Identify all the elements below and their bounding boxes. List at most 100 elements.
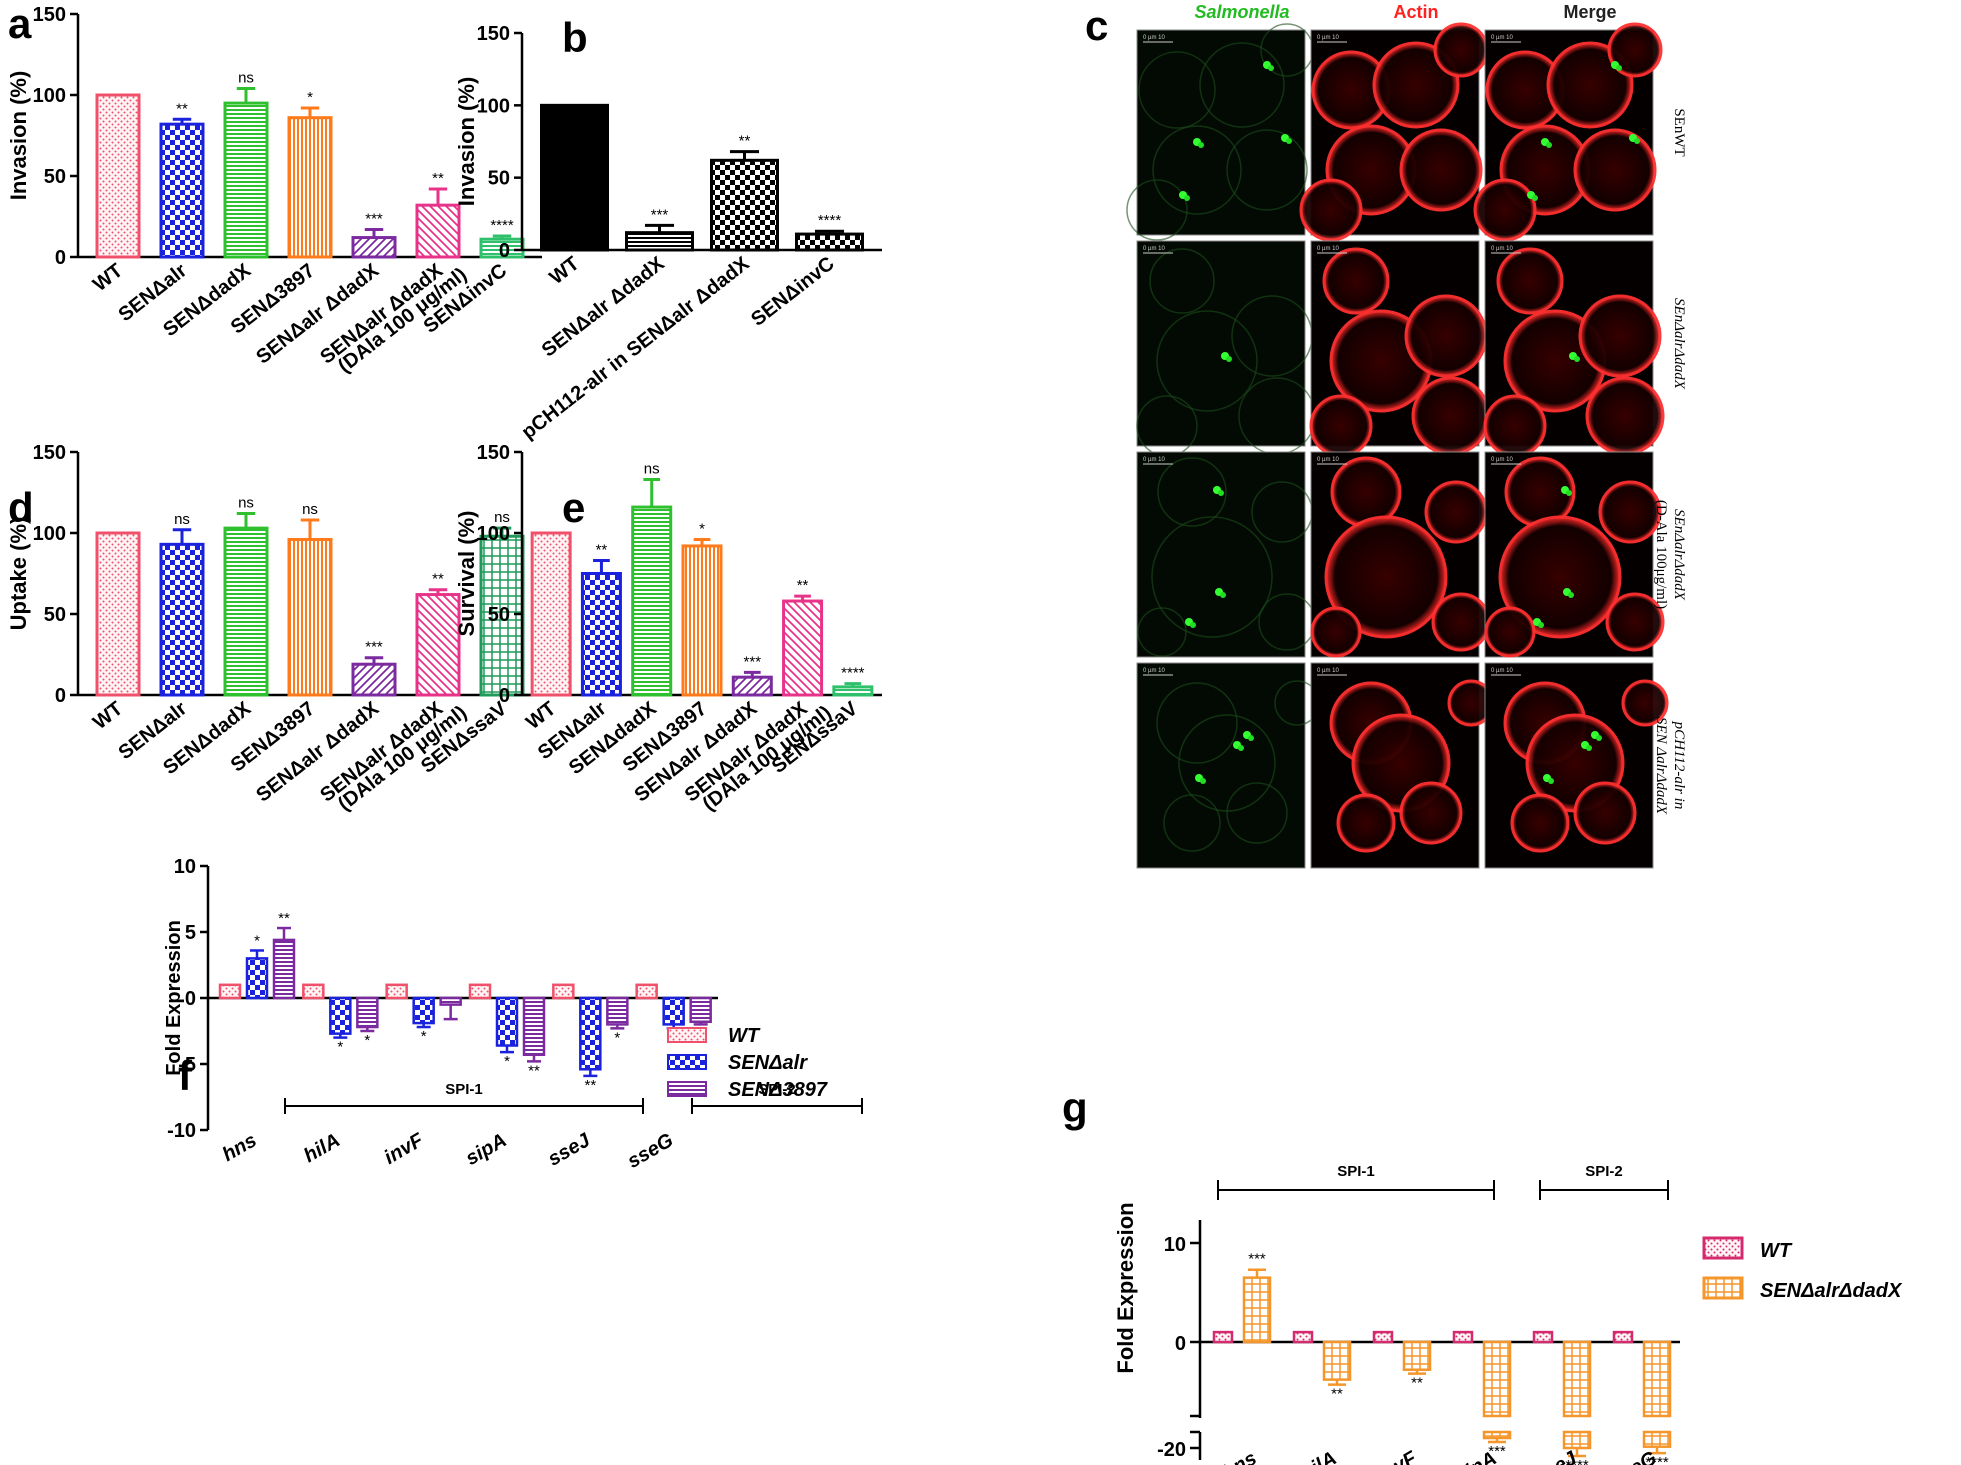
micro-tile-r1-actin: 0 µm 10 — [1299, 22, 1489, 242]
micro-tile-r3-salmonella: 0 µm 10 — [1136, 451, 1316, 658]
significance-label: ns — [644, 461, 660, 478]
x-tick-label: invF — [1374, 1447, 1421, 1465]
micro-tile-r1-salmonella: 0 µm 10 — [1126, 23, 1314, 241]
bar — [1322, 1340, 1352, 1381]
bacteria-spot — [1218, 490, 1224, 496]
y-axis-title: Invasion (%) — [454, 77, 479, 207]
bar — [329, 996, 352, 1035]
bar — [579, 996, 602, 1071]
micro-tile-r1-merge: 0 µm 10 — [1473, 22, 1663, 242]
y-tick-label: 0 — [1175, 1333, 1186, 1355]
legend-swatch — [667, 1027, 707, 1043]
significance-label: ** — [278, 910, 290, 927]
bar — [795, 232, 864, 252]
panel-label-e: e — [562, 484, 585, 531]
y-axis-title: Fold Expression — [1113, 1202, 1138, 1373]
significance-label: ** — [1331, 1386, 1343, 1403]
y-tick-label: 0 — [499, 685, 510, 707]
y-tick-label: 150 — [33, 4, 66, 26]
panel-label-f: f — [178, 1052, 193, 1099]
legend-label: SENΔ3897 — [728, 1079, 828, 1101]
bacteria-spot — [1596, 735, 1602, 741]
significance-label: **** — [818, 212, 842, 229]
significance-label: * — [504, 1053, 510, 1070]
cell — [1431, 592, 1491, 652]
panel-label-d: d — [8, 484, 34, 531]
significance-label: * — [254, 932, 260, 949]
significance-label: ** — [584, 1077, 596, 1094]
chart-g-fold-expression: 10 0 -20 Fold Expression *** hns ** hilA ** invF *… — [1113, 1163, 1903, 1465]
panel-label-g: g — [1062, 1084, 1088, 1131]
cell — [1483, 394, 1547, 458]
scale-bar-label: 0 µm 10 — [1491, 668, 1513, 674]
significance-label: * — [364, 1032, 370, 1049]
legend-label: SENΔalr — [728, 1052, 808, 1074]
bar — [635, 983, 658, 1000]
cell — [1399, 781, 1463, 845]
bar — [1372, 1330, 1394, 1344]
significance-label: ** — [797, 577, 809, 594]
tile-background — [1136, 662, 1306, 869]
bar — [832, 685, 874, 697]
cell-outline — [1149, 248, 1215, 314]
legend-label: WT — [1760, 1240, 1793, 1262]
bacteria-spot — [1200, 778, 1206, 784]
cell-outline — [1157, 457, 1227, 527]
cell — [1299, 178, 1363, 242]
x-tick-label: WT — [89, 698, 127, 734]
cell — [1598, 480, 1662, 544]
bacteria-spot — [1226, 356, 1232, 362]
significance-label: *** — [365, 210, 383, 227]
significance-label: ** — [596, 542, 608, 559]
bacteria-spot — [1532, 195, 1538, 201]
cell — [1433, 22, 1489, 78]
x-tick-label: WT — [522, 698, 560, 734]
bar — [1402, 1340, 1432, 1371]
cell-outline — [1152, 125, 1242, 215]
bacteria-spot — [1286, 138, 1292, 144]
significance-label: *** — [1248, 1251, 1266, 1268]
bacteria-spot — [1568, 592, 1574, 598]
x-tick-label: sseG — [1607, 1447, 1660, 1465]
panel-label-b: b — [562, 14, 588, 61]
bacteria-spot — [1198, 142, 1204, 148]
significance-label: *** — [365, 639, 383, 656]
y-axis-title: Survival (%) — [454, 511, 479, 637]
micro-tile-r3-actin: 0 µm 10 — [1310, 451, 1491, 658]
x-tick-label: hns — [219, 1129, 261, 1166]
bacteria-spot — [1586, 745, 1592, 751]
significance-label: **** — [841, 665, 865, 682]
micro-tile-r2-actin: 0 µm 10 — [1309, 240, 1491, 458]
bacteria-spot — [1190, 622, 1196, 628]
scale-bar-label: 0 µm 10 — [1491, 246, 1513, 252]
bar — [782, 599, 824, 697]
bracket-label: SPI-1 — [445, 1081, 483, 1098]
bar — [95, 531, 141, 697]
y-tick-label: -20 — [1157, 1439, 1186, 1461]
significance-label: ** — [176, 100, 188, 117]
significance-label: **** — [1565, 1457, 1589, 1465]
bar — [412, 996, 435, 1025]
y-axis-title: Fold Expression — [163, 920, 185, 1076]
bar — [272, 938, 296, 1000]
significance-label: ns — [238, 495, 254, 512]
bar — [1212, 1330, 1234, 1344]
cell — [1607, 22, 1663, 78]
x-tick-label: WT — [89, 260, 127, 296]
significance-label: *** — [744, 653, 762, 670]
significance-label: ** — [432, 571, 444, 588]
x-tick-label: SENΔinvC — [747, 253, 838, 331]
significance-label: * — [307, 89, 313, 106]
bar — [385, 983, 408, 1000]
bar — [625, 231, 694, 252]
bar — [662, 996, 685, 1026]
bar — [439, 996, 462, 1006]
cell — [1411, 376, 1491, 456]
significance-label: * — [614, 1029, 620, 1046]
cell — [1578, 294, 1662, 378]
cell — [1324, 515, 1448, 639]
significance-label: ** — [739, 133, 751, 150]
bar — [287, 537, 333, 697]
